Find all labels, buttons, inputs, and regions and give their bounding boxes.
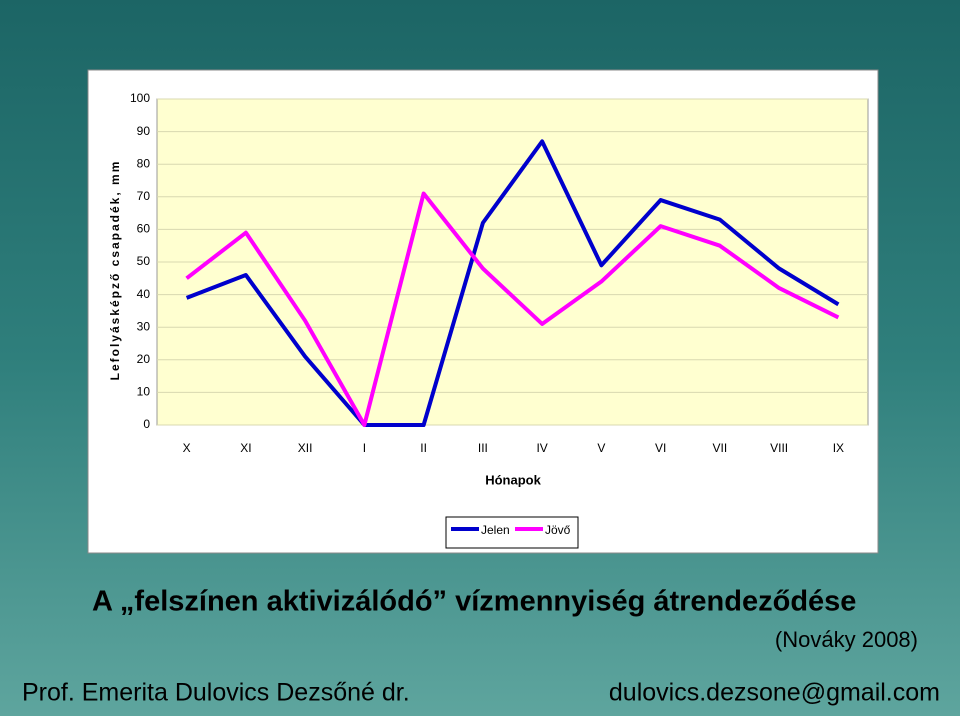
- author: Prof. Emerita Dulovics Dezsőné dr.: [22, 679, 410, 707]
- legend-label: Jövő: [545, 523, 571, 537]
- series-line: [185, 139, 840, 427]
- legend-label: Jelen: [481, 523, 510, 537]
- x-tick-label: VI: [655, 441, 666, 455]
- y-tick-label: 60: [137, 222, 151, 236]
- y-tick-label: 50: [137, 254, 151, 268]
- y-tick-label: 40: [137, 287, 151, 301]
- y-tick-label: 70: [137, 189, 151, 203]
- y-tick-label: 90: [137, 124, 151, 138]
- x-tick-label: XI: [240, 441, 251, 455]
- x-tick-label: I: [363, 441, 366, 455]
- y-tick-label: 30: [137, 319, 151, 333]
- x-tick-label: IV: [536, 441, 547, 455]
- x-tick-label: X: [183, 441, 191, 455]
- x-tick-label: III: [478, 441, 488, 455]
- y-tick-label: 100: [130, 91, 150, 105]
- x-tick-label: VII: [713, 441, 728, 455]
- y-axis-label: Lefolyásképző csapadék, mm: [108, 160, 122, 381]
- x-tick-label: XII: [298, 441, 313, 455]
- source: (Nováky 2008): [775, 627, 918, 652]
- legend: [445, 516, 579, 549]
- x-tick-label: II: [420, 441, 427, 455]
- email: dulovics.dezsone@gmail.com: [609, 679, 940, 707]
- y-tick-label: 0: [143, 417, 150, 431]
- y-tick-label: 80: [137, 156, 151, 170]
- slide-title: A „felszínen aktivizálódó” vízmennyiség …: [92, 586, 856, 618]
- x-tick-label: VIII: [770, 441, 788, 455]
- x-axis-label: Hónapok: [485, 472, 541, 487]
- y-tick-label: 10: [137, 385, 151, 399]
- x-tick-label: V: [597, 441, 605, 455]
- y-tick-label: 20: [137, 352, 151, 366]
- x-tick-label: IX: [833, 441, 844, 455]
- series-line: [185, 191, 840, 427]
